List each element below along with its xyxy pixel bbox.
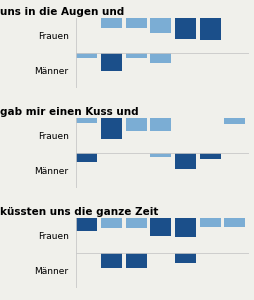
Bar: [150, 118, 171, 131]
Bar: [101, 218, 122, 228]
Bar: [175, 253, 196, 263]
Bar: [200, 18, 220, 40]
Bar: [200, 153, 220, 159]
Bar: [150, 53, 171, 63]
Bar: [125, 53, 147, 58]
Bar: [125, 18, 147, 28]
Bar: [150, 18, 171, 33]
Bar: [76, 153, 97, 162]
Bar: [76, 53, 97, 58]
Bar: [175, 18, 196, 39]
Text: gab mir einen Kuss und: gab mir einen Kuss und: [0, 107, 139, 117]
Bar: [150, 218, 171, 236]
Bar: [101, 18, 122, 28]
Bar: [125, 118, 147, 131]
Bar: [125, 218, 147, 228]
Bar: [76, 118, 97, 123]
Bar: [101, 118, 122, 139]
Bar: [224, 218, 245, 227]
Bar: [200, 218, 220, 227]
Text: uns in die Augen und: uns in die Augen und: [0, 7, 124, 17]
Bar: [101, 253, 122, 268]
Bar: [150, 153, 171, 158]
Bar: [125, 253, 147, 268]
Bar: [224, 118, 245, 124]
Bar: [76, 218, 97, 231]
Bar: [175, 153, 196, 169]
Text: küssten uns die ganze Zeit: küssten uns die ganze Zeit: [0, 207, 158, 217]
Bar: [175, 218, 196, 237]
Bar: [101, 53, 122, 70]
